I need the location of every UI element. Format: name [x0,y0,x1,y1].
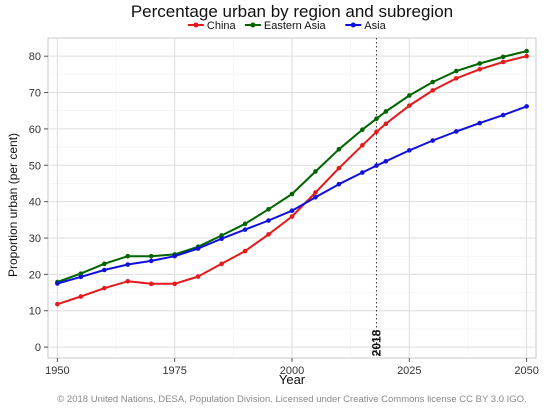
data-point [407,148,412,153]
y-axis: 0 10 20 30 40 50 60 70 80 [29,51,48,354]
data-point [336,181,342,187]
data-point [148,281,154,287]
data-point [453,129,459,134]
y-tick-label: 70 [29,88,41,100]
data-point [195,274,201,279]
y-axis-title: Proportion urban (per cent) [6,133,20,277]
data-point [289,214,295,219]
data-point [125,278,131,284]
x-tick-label: 2025 [397,365,421,377]
legend: China Eastern Asia Asia [187,20,387,32]
data-point [313,169,318,174]
legend-label: Asia [364,20,386,32]
data-point [55,281,60,286]
data-point [78,271,84,276]
legend-swatch-point [250,22,256,28]
y-tick-label: 20 [29,269,41,281]
data-point [266,206,271,212]
data-point [374,163,379,168]
data-point [500,54,506,60]
data-point [336,165,342,171]
data-point [407,93,412,98]
data-point [242,221,248,227]
data-point [453,76,459,81]
data-point [430,79,436,85]
data-point [360,127,365,132]
data-point [313,194,318,200]
data-point [336,146,342,152]
data-point [148,258,154,264]
data-point [172,253,177,259]
x-tick-label: 1975 [162,365,186,377]
x-tick-label: 2000 [280,365,304,377]
legend-swatch-point [350,22,356,28]
data-point [266,218,271,223]
legend-label: Eastern Asia [264,20,327,32]
data-point [374,116,379,122]
data-point [242,248,248,254]
data-point [500,112,506,118]
x-axis-title: Year [279,372,306,387]
data-point [289,191,295,197]
data-point [477,120,482,126]
data-point [383,121,389,127]
data-point [430,138,436,143]
data-point [477,66,482,72]
y-tick-label: 50 [29,160,41,172]
data-point [219,261,224,267]
y-tick-label: 60 [29,124,41,136]
x-tick-label: 2050 [514,365,538,377]
y-tick-label: 40 [29,197,41,209]
data-point [55,301,60,307]
data-point [102,285,107,291]
legend-swatch-point [193,22,199,28]
series-line [57,105,527,285]
data-point [383,158,389,164]
annotation-label: 2018 [369,329,383,356]
data-point [219,233,224,238]
data-point [125,253,131,259]
data-point [383,109,389,114]
data-point [102,261,107,267]
series-layer [55,48,529,307]
data-point [148,253,154,259]
data-point [78,274,84,280]
annotation-layer: 2018 [369,38,383,358]
data-point [219,236,224,242]
data-point [125,262,131,267]
x-tick-label: 1950 [45,365,69,377]
data-point [430,88,436,93]
data-point [313,190,318,195]
data-point [407,103,412,108]
data-point [360,142,365,148]
data-point [195,246,201,251]
credit-text: © 2018 United Nations, DESA, Population … [57,394,526,405]
data-point [500,59,506,65]
data-point [477,61,482,66]
data-point [524,104,529,109]
data-point [360,170,365,175]
data-point [266,232,271,237]
y-tick-label: 0 [35,342,41,354]
y-tick-label: 80 [29,51,41,63]
data-point [172,281,177,287]
y-tick-label: 30 [29,233,41,245]
y-tick-label: 10 [29,306,41,318]
data-point [242,227,248,232]
data-point [374,129,379,135]
data-point [524,48,529,54]
chart-title: Percentage urban by region and subregion [131,2,453,21]
data-point [102,267,107,273]
legend-label: China [207,20,237,32]
grid [48,38,536,358]
data-point [453,68,459,74]
data-point [289,208,295,214]
data-point [78,294,84,299]
x-axis: 1950 1975 2000 2025 2050 [45,358,539,377]
series-line [57,50,527,283]
data-point [524,53,529,59]
